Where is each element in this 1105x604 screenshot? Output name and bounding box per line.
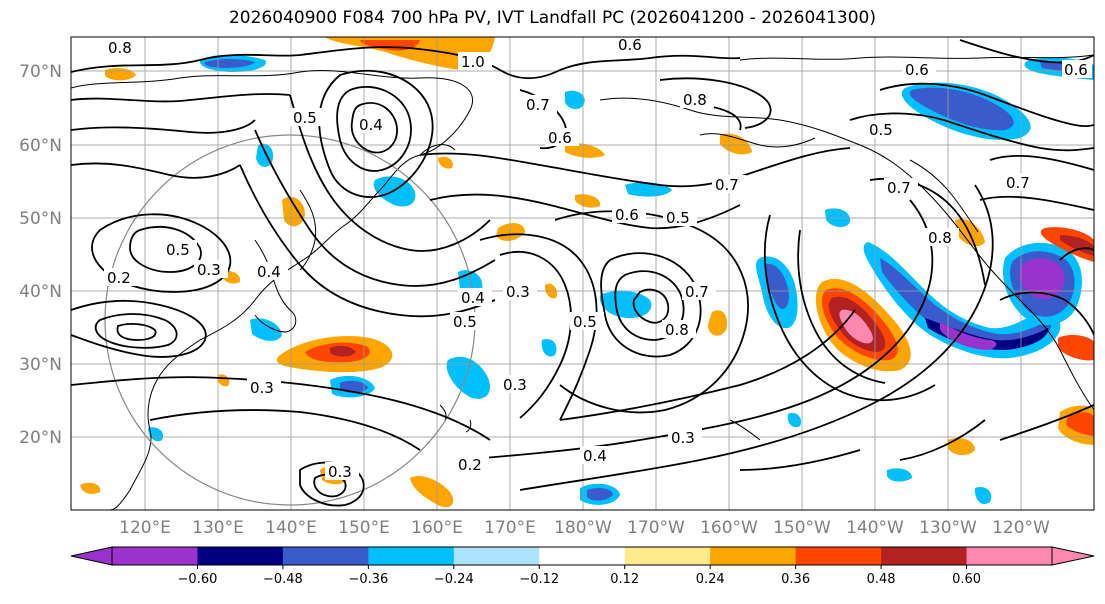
colorbar-segment bbox=[282, 547, 369, 565]
lon-label: 170°E bbox=[484, 518, 536, 538]
contour-label: 1.0 bbox=[461, 53, 485, 71]
map-title: 2026040900 F084 700 hPa PV, IVT Landfall… bbox=[228, 8, 876, 28]
contour-label: 0.8 bbox=[108, 39, 132, 57]
lat-label: 40°N bbox=[19, 282, 62, 302]
contour-label: 0.3 bbox=[506, 283, 530, 301]
lat-label: 60°N bbox=[19, 136, 62, 156]
contour-label: 0.3 bbox=[328, 463, 352, 481]
lon-label: 150°E bbox=[338, 518, 390, 538]
contour-label: 0.8 bbox=[665, 321, 689, 339]
lon-label: 140°W bbox=[846, 518, 904, 538]
contour-label: 0.7 bbox=[887, 179, 911, 197]
lat-label: 50°N bbox=[19, 209, 62, 229]
contour-label: 0.6 bbox=[1064, 61, 1088, 79]
contour-label: 0.4 bbox=[257, 263, 281, 281]
lon-label: 160°E bbox=[411, 518, 463, 538]
lon-label: 120°E bbox=[119, 518, 171, 538]
coastlines bbox=[71, 54, 1094, 510]
contour-label: 0.5 bbox=[166, 241, 190, 259]
lon-label: 130°W bbox=[919, 518, 977, 538]
lat-label: 70°N bbox=[19, 62, 62, 82]
colorbar-segment bbox=[539, 547, 626, 565]
lon-label: 180°W bbox=[554, 518, 612, 538]
colorbar-tick-label: 0.60 bbox=[952, 572, 981, 587]
colorbar-tick-label: −0.60 bbox=[178, 572, 218, 587]
colorbar-tick-label: 0.36 bbox=[781, 572, 810, 587]
contour-label: 0.6 bbox=[905, 61, 929, 79]
contour-label: 0.3 bbox=[671, 429, 695, 447]
colorbar-segment bbox=[881, 547, 968, 565]
lat-label: 30°N bbox=[19, 355, 62, 375]
colorbar-under-arrow bbox=[70, 546, 113, 566]
colorbar-tick-label: −0.48 bbox=[263, 572, 303, 587]
contour-label: 0.3 bbox=[197, 261, 221, 279]
colorbar-segment bbox=[453, 547, 540, 565]
contour-label: 0.3 bbox=[503, 376, 527, 394]
contour-label: 0.5 bbox=[666, 209, 690, 227]
contour-label: 0.2 bbox=[107, 269, 131, 287]
pc-shading bbox=[80, 37, 1094, 508]
colorbar-tick-label: 0.48 bbox=[867, 572, 896, 587]
pv-contours bbox=[71, 39, 1094, 507]
longitude-labels: 120°E 130°E 140°E 150°E 160°E 170°E 180°… bbox=[119, 518, 1050, 538]
colorbar-segment bbox=[624, 547, 711, 565]
colorbar: −0.60 −0.48 −0.36 −0.24 −0.12 0.12 0.24 0.36 0.4… bbox=[70, 546, 1095, 587]
colorbar-segment bbox=[368, 547, 455, 565]
colorbar-over-arrow bbox=[1051, 546, 1095, 566]
contour-label: 0.7 bbox=[1006, 174, 1030, 192]
lon-label: 150°W bbox=[773, 518, 831, 538]
contour-label: 0.4 bbox=[461, 289, 485, 307]
contour-label: 0.4 bbox=[359, 116, 383, 134]
negative-anomaly-region bbox=[863, 242, 1061, 359]
contour-label: 0.3 bbox=[250, 379, 274, 397]
colorbar-outline bbox=[111, 546, 1053, 566]
contour-label: 0.8 bbox=[928, 229, 952, 247]
contour-label: 0.4 bbox=[583, 447, 607, 465]
contour-label: 0.6 bbox=[615, 206, 639, 224]
contour-label: 0.5 bbox=[293, 109, 317, 127]
contour-label: 0.5 bbox=[453, 313, 477, 331]
map-frame bbox=[70, 36, 1095, 511]
contour-label: 0.5 bbox=[573, 313, 597, 331]
contour-label: 0.2 bbox=[458, 456, 482, 474]
contour-label: 0.6 bbox=[618, 36, 642, 54]
colorbar-tick-label: −0.12 bbox=[519, 572, 559, 587]
lon-label: 160°W bbox=[700, 518, 758, 538]
contour-labels: 0.8 0.6 1.0 0.6 0.5 0.4 0.7 0.6 0.8 0.5 … bbox=[104, 36, 1092, 481]
colorbar-segment bbox=[112, 547, 198, 565]
latitude-labels: 70°N 60°N 50°N 40°N 30°N 20°N bbox=[19, 62, 62, 448]
lon-label: 140°E bbox=[265, 518, 317, 538]
lon-label: 120°W bbox=[992, 518, 1050, 538]
colorbar-tick-label: −0.24 bbox=[434, 572, 474, 587]
contour-label: 0.5 bbox=[869, 121, 893, 139]
contour-label: 0.7 bbox=[685, 283, 709, 301]
colorbar-tick-label: −0.36 bbox=[348, 572, 388, 587]
contour-label: 0.7 bbox=[526, 96, 550, 114]
colorbar-segment bbox=[710, 547, 797, 565]
contour-label: 0.7 bbox=[715, 176, 739, 194]
colorbar-segment bbox=[197, 547, 284, 565]
colorbar-tick-label: 0.12 bbox=[610, 572, 639, 587]
map-panel: 0.8 0.6 1.0 0.6 0.5 0.4 0.7 0.6 0.8 0.5 … bbox=[71, 36, 1094, 510]
lon-label: 130°E bbox=[192, 518, 244, 538]
lon-label: 170°W bbox=[627, 518, 685, 538]
colorbar-segment bbox=[966, 547, 1053, 565]
contour-label: 0.6 bbox=[548, 129, 572, 147]
colorbar-tick-label: 0.24 bbox=[696, 572, 725, 587]
lat-label: 20°N bbox=[19, 428, 62, 448]
contour-label: 0.8 bbox=[683, 91, 707, 109]
colorbar-segment bbox=[795, 547, 882, 565]
